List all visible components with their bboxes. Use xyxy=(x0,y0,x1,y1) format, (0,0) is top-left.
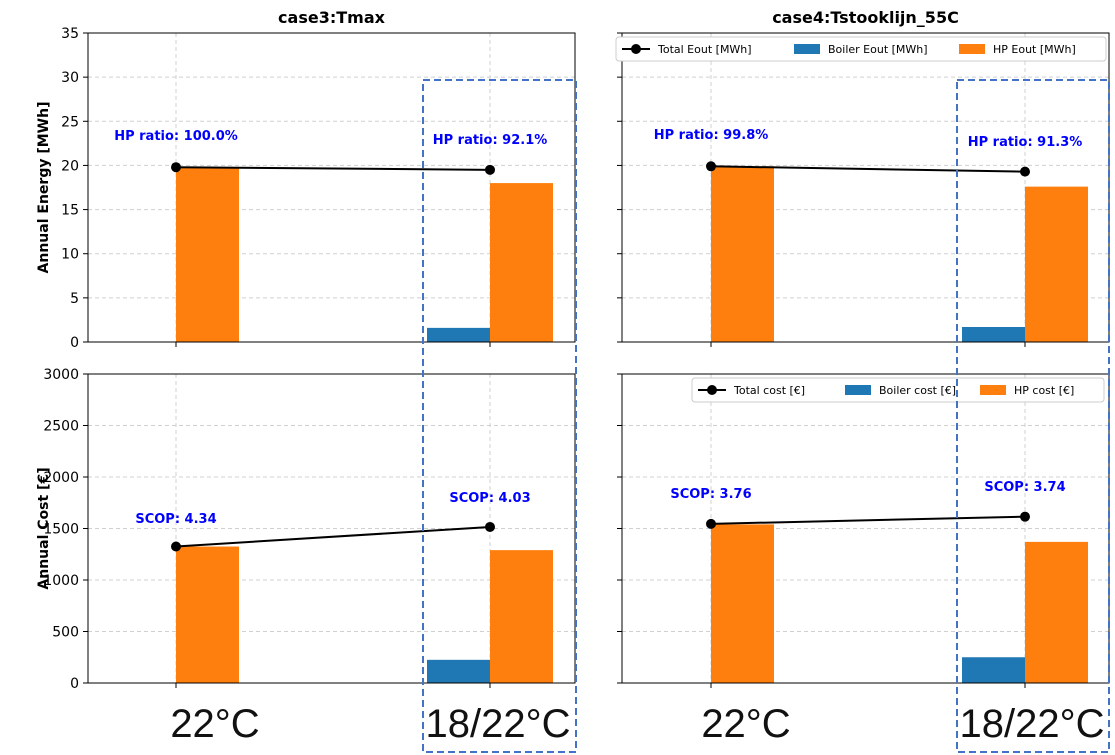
legend-bar-swatch xyxy=(845,385,871,395)
legend-bar-swatch xyxy=(959,44,985,54)
total-line xyxy=(710,515,1026,525)
y-tick-label: 1000 xyxy=(43,573,79,589)
total-point xyxy=(485,164,495,175)
legend-marker-swatch xyxy=(707,385,717,395)
annotation-label: SCOP: 3.74 xyxy=(984,480,1065,495)
y-tick-label: 0 xyxy=(70,335,79,351)
y-tick-label: 10 xyxy=(61,247,79,263)
y-tick-label: 5 xyxy=(70,291,79,307)
y-tick-label: 35 xyxy=(61,26,79,42)
total-line xyxy=(175,166,491,171)
y-tick-label: 15 xyxy=(61,203,79,219)
y-axis-label: Annual Cost [€] xyxy=(36,467,52,589)
x-category-label: 22°C xyxy=(701,702,791,746)
annotation-label: SCOP: 4.34 xyxy=(135,512,216,527)
total-point xyxy=(706,161,716,172)
bar-hp xyxy=(490,183,553,342)
chart-title: case3:Tmax xyxy=(278,8,386,27)
y-tick-label: 3000 xyxy=(43,367,79,383)
legend-bar-swatch xyxy=(980,385,1006,395)
legend-label: Boiler cost [€] xyxy=(879,384,956,397)
total-point xyxy=(171,162,181,173)
bar-hp xyxy=(1025,541,1088,683)
bar-boiler xyxy=(427,659,490,683)
x-category-label: 18/22°C xyxy=(959,702,1105,746)
total-point xyxy=(485,521,495,532)
total-point xyxy=(171,541,181,552)
bar-hp xyxy=(711,524,774,683)
bar-hp xyxy=(176,546,239,683)
y-tick-label: 1500 xyxy=(43,522,79,538)
legend-label: Total cost [€] xyxy=(733,384,805,397)
bar-boiler xyxy=(962,657,1025,683)
bar-boiler xyxy=(962,326,1025,342)
y-axis-label: Annual Energy [MWh] xyxy=(36,102,52,274)
annotation-label: HP ratio: 91.3% xyxy=(968,135,1083,150)
total-line xyxy=(175,525,491,548)
y-tick-label: 500 xyxy=(52,625,79,641)
chart-title: case4:Tstooklijn_55C xyxy=(772,8,959,27)
y-tick-label: 30 xyxy=(61,70,79,86)
legend-marker-swatch xyxy=(631,44,641,54)
legend-box xyxy=(691,377,1105,403)
bar-hp xyxy=(711,166,774,342)
y-tick-label: 20 xyxy=(61,158,79,174)
highlight-box xyxy=(956,79,1110,753)
y-tick-label: 0 xyxy=(70,676,79,692)
total-point xyxy=(1020,511,1030,522)
annotation-label: SCOP: 3.76 xyxy=(670,487,751,502)
x-category-label: 22°C xyxy=(170,702,260,746)
legend-label: HP cost [€] xyxy=(1014,384,1074,397)
legend-label: Total Eout [MWh] xyxy=(657,43,752,56)
y-tick-label: 25 xyxy=(61,114,79,130)
bar-hp xyxy=(1025,186,1088,342)
y-tick-label: 2500 xyxy=(43,419,79,435)
bar-hp xyxy=(176,167,239,342)
axes-frame xyxy=(87,32,576,343)
y-tick-label: 2000 xyxy=(43,470,79,486)
annotation-label: HP ratio: 92.1% xyxy=(433,133,548,148)
legend-label: HP Eout [MWh] xyxy=(993,43,1076,56)
annotation-label: HP ratio: 99.8% xyxy=(654,128,769,143)
legend-bar-swatch xyxy=(794,44,820,54)
total-point xyxy=(706,518,716,529)
highlight-box xyxy=(422,79,577,753)
total-point xyxy=(1020,166,1030,177)
legend-box xyxy=(615,36,1107,62)
legend-label: Boiler Eout [MWh] xyxy=(828,43,928,56)
x-category-label: 18/22°C xyxy=(425,702,571,746)
annotation-label: HP ratio: 100.0% xyxy=(114,129,238,144)
bar-boiler xyxy=(427,327,490,342)
total-line xyxy=(710,165,1026,173)
annotation-label: SCOP: 4.03 xyxy=(449,491,530,506)
bar-hp xyxy=(490,550,553,683)
